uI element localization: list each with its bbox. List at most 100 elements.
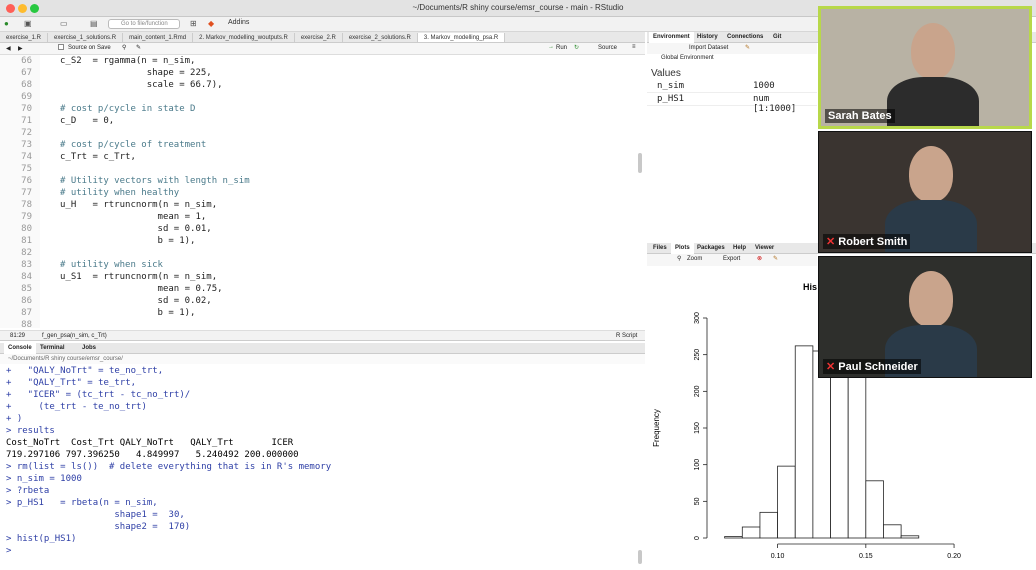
participant-name-text: Robert Smith bbox=[838, 236, 908, 248]
variable-value: 1000 bbox=[753, 81, 775, 91]
back-arrow-icon[interactable]: ◀ bbox=[6, 46, 11, 52]
tab-environment[interactable]: Environment bbox=[649, 32, 694, 43]
wand-icon[interactable]: ✎ bbox=[136, 45, 142, 51]
code-line: 86 sd = 0.02, bbox=[0, 295, 640, 307]
zoom-window-button[interactable] bbox=[30, 4, 39, 13]
remove-plot-icon[interactable]: ⊗ bbox=[757, 256, 763, 262]
console-line: + (te_trt - te_no_trt) bbox=[6, 402, 147, 412]
line-number: 82 bbox=[21, 248, 32, 258]
global-environment-select[interactable]: Global Environment bbox=[661, 55, 714, 61]
histogram-bar bbox=[724, 536, 743, 539]
code-line: 67 shape = 225, bbox=[0, 67, 640, 79]
grid-icon[interactable]: ⊞ bbox=[190, 19, 197, 28]
video-tile-paul-schneider[interactable]: ✕ Paul Schneider bbox=[818, 256, 1032, 378]
line-number: 80 bbox=[21, 224, 32, 234]
values-heading: Values bbox=[651, 68, 681, 79]
editor-tab[interactable]: 3. Markov_modelling_psa.R bbox=[417, 33, 506, 42]
export-button[interactable]: Export bbox=[723, 256, 741, 262]
import-dataset-button[interactable]: Import Dataset bbox=[689, 45, 729, 51]
line-number: 78 bbox=[21, 200, 32, 210]
forward-arrow-icon[interactable]: ▶ bbox=[18, 46, 23, 52]
line-number: 71 bbox=[21, 116, 32, 126]
environment-row[interactable]: p_HS1 num [1:1000] bbox=[647, 93, 817, 114]
y-tick-label: 0 bbox=[694, 536, 701, 540]
code-line: 78 u_H = rtruncnorm(n = n_sim, bbox=[0, 199, 640, 211]
broom-icon[interactable]: ✎ bbox=[745, 45, 751, 51]
variable-name: n_sim bbox=[657, 81, 685, 91]
print-icon[interactable]: ▤ bbox=[90, 19, 98, 28]
histogram-bar bbox=[759, 511, 778, 539]
y-tick-label: 50 bbox=[694, 497, 701, 505]
y-axis-label: Frequency bbox=[652, 409, 661, 447]
y-tick-label: 150 bbox=[694, 422, 701, 434]
tab-help[interactable]: Help bbox=[733, 245, 747, 251]
git-icon[interactable]: ◆ bbox=[208, 19, 215, 28]
tab-history[interactable]: History bbox=[697, 34, 718, 40]
console-line: > rm(list = ls()) # delete everything th… bbox=[6, 462, 332, 472]
console-line: > bbox=[6, 546, 17, 556]
addins-menu[interactable]: Addins bbox=[228, 19, 250, 26]
clear-plots-icon[interactable]: ✎ bbox=[773, 256, 779, 262]
editor-tab[interactable]: exercise_2_solutions.R bbox=[343, 33, 418, 42]
tab-console[interactable]: Console bbox=[4, 343, 36, 354]
editor-tab[interactable]: exercise_2.R bbox=[295, 33, 343, 42]
outline-icon[interactable]: ≡ bbox=[632, 44, 636, 50]
goto-file-input[interactable]: Go to file/function bbox=[108, 19, 180, 29]
editor-scrollbar[interactable] bbox=[638, 153, 642, 173]
save-icon[interactable]: ▭ bbox=[60, 19, 68, 28]
tab-packages[interactable]: Packages bbox=[697, 245, 725, 251]
search-icon[interactable]: ⚲ bbox=[122, 45, 127, 51]
line-number: 85 bbox=[21, 284, 32, 294]
editor-tab[interactable]: exercise_1_solutions.R bbox=[48, 33, 124, 42]
video-tile-sarah-bates[interactable]: Sarah Bates bbox=[818, 6, 1032, 129]
muted-mic-icon: ✕ bbox=[826, 361, 839, 373]
environment-row[interactable]: n_sim 1000 bbox=[647, 80, 817, 93]
open-project-icon[interactable]: ▣ bbox=[24, 19, 32, 28]
run-button[interactable]: Run bbox=[556, 45, 568, 51]
console-line: > hist(p_HS1) bbox=[6, 534, 77, 544]
code-line: 68 scale = 66.7), bbox=[0, 79, 640, 91]
close-window-button[interactable] bbox=[6, 4, 15, 13]
tab-plots[interactable]: Plots bbox=[671, 243, 694, 254]
y-tick-label: 100 bbox=[694, 459, 701, 471]
tab-terminal[interactable]: Terminal bbox=[40, 345, 65, 351]
function-scope[interactable]: f_gen_psa(n_sim, c_Trt) bbox=[42, 333, 107, 339]
console-line: + "ICER" = (tc_trt - tc_no_trt)/ bbox=[6, 390, 191, 400]
tab-files[interactable]: Files bbox=[653, 245, 667, 251]
zoom-button[interactable]: Zoom bbox=[687, 256, 703, 262]
tab-jobs[interactable]: Jobs bbox=[82, 345, 97, 351]
rerun-icon[interactable]: ↻ bbox=[574, 45, 580, 51]
source-button[interactable]: Source bbox=[598, 45, 618, 51]
code-line: 75 bbox=[0, 163, 640, 175]
file-type[interactable]: R Script bbox=[616, 333, 638, 339]
code-text: c_Trt = c_Trt, bbox=[60, 152, 136, 162]
r-console[interactable]: + "QALY_NoTrt" = te_no_trt, + "QALY_Trt" … bbox=[0, 365, 645, 570]
editor-tab[interactable]: 2. Markov_modelling_woutputs.R bbox=[193, 33, 295, 42]
video-tile-robert-smith[interactable]: ✕ Robert Smith bbox=[818, 131, 1032, 253]
code-line: 83 # utility when sick bbox=[0, 259, 640, 271]
x-tick-label: 0.15 bbox=[859, 553, 873, 560]
run-icon[interactable]: → bbox=[548, 44, 554, 50]
code-line: 72 bbox=[0, 127, 640, 139]
tab-git[interactable]: Git bbox=[773, 34, 782, 40]
console-scrollbar[interactable] bbox=[638, 550, 642, 564]
line-number: 76 bbox=[21, 176, 32, 186]
participant-video bbox=[909, 271, 953, 327]
x-tick-label: 0.20 bbox=[947, 553, 961, 560]
code-editor[interactable]: 66 c_S2 = rgamma(n = n_sim, 67 shape = 225… bbox=[0, 55, 645, 328]
participant-name: ✕ Paul Schneider bbox=[823, 359, 921, 374]
zoom-icon[interactable]: ⚲ bbox=[677, 256, 682, 262]
editor-tab[interactable]: main_content_1.Rmd bbox=[123, 33, 194, 42]
minimize-window-button[interactable] bbox=[18, 4, 27, 13]
muted-mic-icon: ✕ bbox=[826, 236, 839, 248]
source-on-save-checkbox[interactable] bbox=[58, 44, 64, 50]
code-text: shape = 225, bbox=[60, 68, 212, 78]
tab-connections[interactable]: Connections bbox=[727, 34, 764, 40]
console-line: Cost_NoTrt Cost_Trt QALY_NoTrt QALY_Trt … bbox=[6, 438, 294, 448]
histogram-bar bbox=[812, 350, 831, 539]
tab-viewer[interactable]: Viewer bbox=[755, 245, 775, 251]
new-file-icon[interactable]: ● bbox=[4, 19, 9, 28]
editor-tab[interactable]: exercise_1.R bbox=[0, 33, 49, 42]
source-on-save-label: Source on Save bbox=[68, 45, 111, 51]
plots-toolbar: ⚲ Zoom Export ⊗ ✎ bbox=[647, 254, 817, 266]
